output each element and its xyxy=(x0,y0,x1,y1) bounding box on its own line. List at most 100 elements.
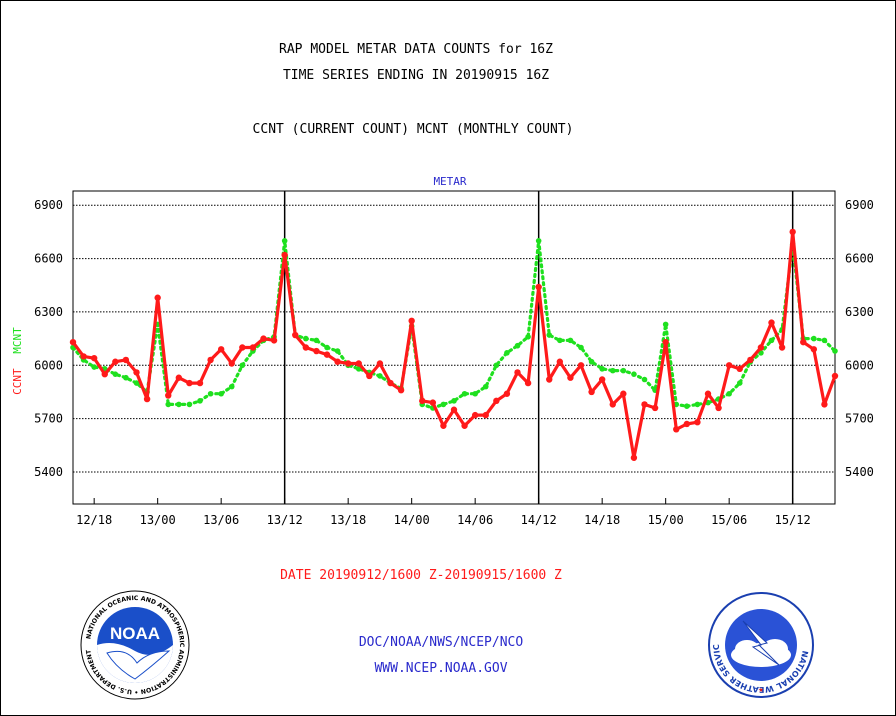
y-tick-label-left: 6900 xyxy=(34,198,63,212)
data-point-ccnt xyxy=(270,337,278,344)
y-tick-label-right: 5700 xyxy=(845,412,874,426)
data-point-mcnt xyxy=(472,390,478,397)
data-point-mcnt xyxy=(377,373,383,379)
data-point-mcnt xyxy=(567,337,574,344)
data-point-ccnt xyxy=(514,369,521,376)
data-point-mcnt xyxy=(186,401,193,408)
data-point-ccnt xyxy=(704,390,712,397)
data-point-ccnt xyxy=(789,228,796,236)
data-point-ccnt xyxy=(112,358,119,365)
data-point-ccnt xyxy=(313,347,320,355)
data-point-ccnt xyxy=(736,365,743,373)
data-point-ccnt xyxy=(810,346,818,353)
date-range: DATE 20190912/1600 Z-20190915/1600 Z xyxy=(280,568,562,583)
data-point-ccnt xyxy=(154,294,161,301)
y-label-ccnt: CCNT xyxy=(11,368,24,395)
data-point-ccnt xyxy=(101,370,108,378)
data-point-mcnt xyxy=(303,335,309,342)
data-point-ccnt xyxy=(609,401,616,408)
data-point-ccnt xyxy=(535,283,542,291)
data-point-ccnt xyxy=(768,319,775,326)
data-point-mcnt xyxy=(620,367,627,374)
data-point-ccnt xyxy=(397,386,405,394)
data-point-ccnt xyxy=(503,390,511,397)
data-point-ccnt xyxy=(69,338,77,346)
data-point-mcnt xyxy=(514,342,521,349)
data-point-ccnt xyxy=(292,331,299,339)
x-tick-label: 13/06 xyxy=(203,513,239,527)
data-point-ccnt xyxy=(228,360,235,367)
data-point-ccnt xyxy=(482,411,489,419)
data-point-mcnt xyxy=(461,390,468,397)
plot-border xyxy=(72,190,836,505)
y-tick-label-left: 6000 xyxy=(34,358,63,372)
data-point-ccnt xyxy=(80,353,87,360)
data-point-ccnt xyxy=(757,344,765,351)
plot-area: 5400 5400 5700 5700 6000 6000 6300 6300 6600 6600… xyxy=(34,190,874,527)
data-point-ccnt xyxy=(217,346,225,353)
star-icon: ★ xyxy=(758,685,764,695)
data-point-ccnt xyxy=(408,317,415,325)
data-point-ccnt xyxy=(429,399,437,406)
x-tick-label: 15/06 xyxy=(711,513,747,527)
x-tick-label: 14/06 xyxy=(457,513,493,527)
data-point-mcnt xyxy=(694,401,701,408)
data-point-ccnt xyxy=(366,372,373,380)
noaa-logo-text: NOAA xyxy=(110,624,160,643)
x-tick-label: 14/18 xyxy=(584,513,620,527)
y-tick-label-right: 6900 xyxy=(845,198,874,212)
x-tick-label: 14/12 xyxy=(521,513,557,527)
data-point-ccnt xyxy=(493,397,500,405)
data-point-ccnt xyxy=(440,422,447,429)
data-point-ccnt xyxy=(133,369,140,376)
y-label-mcnt: MCNT xyxy=(11,327,24,354)
data-point-mcnt xyxy=(440,401,447,408)
data-point-ccnt xyxy=(122,356,130,364)
data-point-ccnt xyxy=(281,251,288,259)
data-point-ccnt xyxy=(577,362,585,369)
data-point-mcnt xyxy=(821,337,828,344)
data-point-ccnt xyxy=(725,362,733,369)
data-point-mcnt xyxy=(578,344,584,351)
data-point-ccnt xyxy=(598,376,606,383)
data-point-mcnt xyxy=(546,332,553,338)
website-link[interactable]: WWW.NCEP.NOAA.GOV xyxy=(374,661,507,676)
data-point-ccnt xyxy=(260,335,267,342)
x-tick-label: 12/18 xyxy=(76,513,112,527)
data-point-mcnt xyxy=(609,367,616,374)
data-point-mcnt xyxy=(525,334,531,340)
y-tick-label-right: 5400 xyxy=(845,465,874,479)
data-point-ccnt xyxy=(302,344,310,351)
data-point-mcnt xyxy=(313,337,320,344)
y-tick-label-right: 6300 xyxy=(845,305,874,319)
data-point-ccnt xyxy=(376,360,384,367)
data-point-ccnt xyxy=(239,344,246,351)
data-point-ccnt xyxy=(673,426,680,433)
data-point-ccnt xyxy=(196,379,204,387)
data-point-mcnt xyxy=(133,380,140,386)
data-point-ccnt xyxy=(344,360,352,367)
data-point-ccnt xyxy=(165,392,172,399)
data-point-ccnt xyxy=(546,376,553,383)
x-tick-label: 13/12 xyxy=(267,513,303,527)
data-point-mcnt xyxy=(91,364,97,370)
y-tick-label-left: 6300 xyxy=(34,305,63,319)
x-tick-label: 13/00 xyxy=(140,513,176,527)
y-axis-label: CCNT MCNT xyxy=(11,327,24,395)
data-point-mcnt xyxy=(588,358,595,365)
data-point-ccnt xyxy=(556,358,564,365)
data-point-ccnt xyxy=(715,404,722,412)
data-point-mcnt xyxy=(504,350,510,356)
x-tick-label: 15/00 xyxy=(648,513,684,527)
data-point-mcnt xyxy=(324,344,330,351)
data-point-mcnt xyxy=(557,337,563,344)
data-point-ccnt xyxy=(175,374,183,381)
data-point-mcnt xyxy=(176,401,182,408)
data-point-ccnt xyxy=(831,372,839,380)
data-point-ccnt xyxy=(419,397,426,405)
data-point-mcnt xyxy=(281,237,288,244)
data-point-ccnt xyxy=(450,406,458,413)
data-point-ccnt xyxy=(800,338,807,346)
data-point-ccnt xyxy=(249,344,257,351)
